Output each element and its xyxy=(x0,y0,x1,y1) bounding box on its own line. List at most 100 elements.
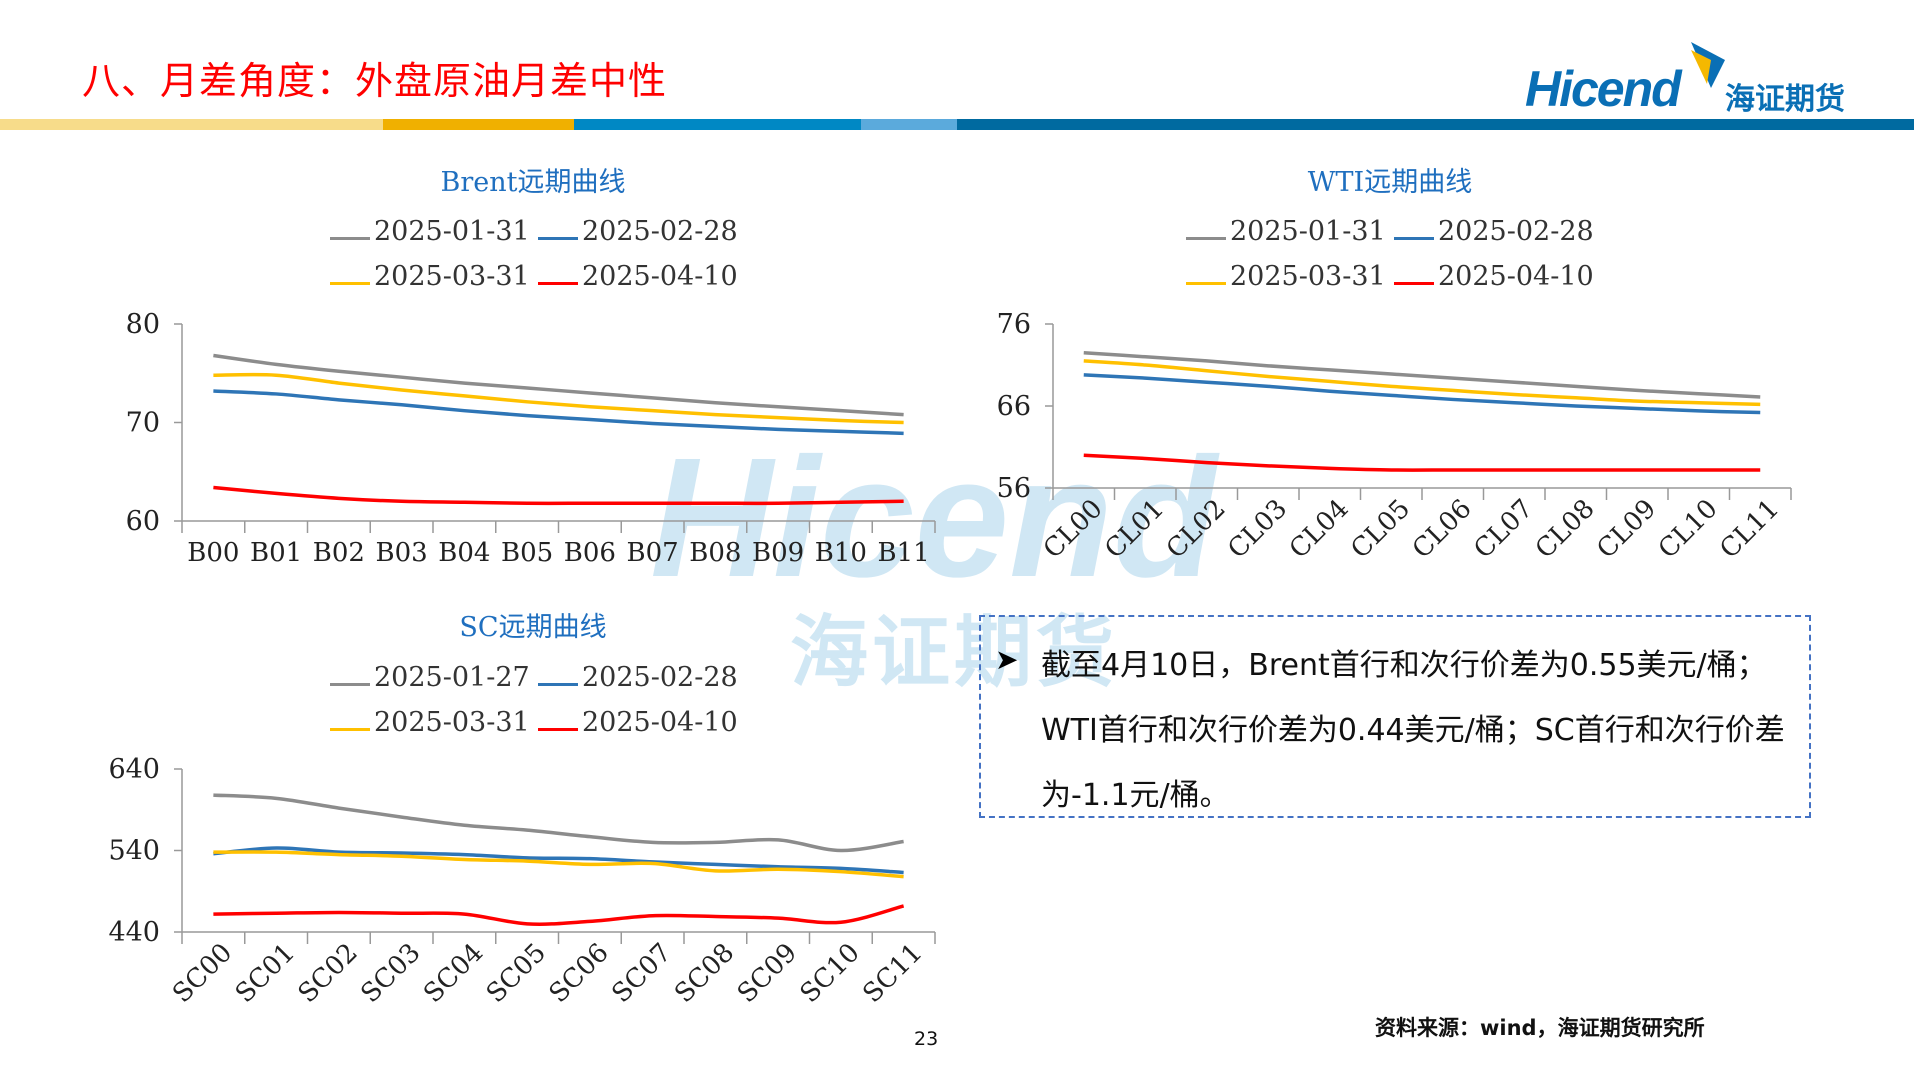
series-line-2025-02-28 xyxy=(213,846,904,875)
series-line-2025-03-31 xyxy=(213,372,904,425)
series-line-2025-02-28 xyxy=(213,389,904,436)
legend-label: 2025-04-10 xyxy=(582,707,738,738)
series-line-2025-02-28 xyxy=(1083,373,1761,415)
legend-item: 2025-04-10 xyxy=(538,261,738,292)
y-tick-label: 56 xyxy=(997,473,1031,504)
x-tick-label: CL10 xyxy=(1653,494,1724,565)
legend-swatch xyxy=(538,683,578,686)
chart-title: WTI远期曲线 xyxy=(1307,167,1473,198)
series-line-2025-04-10 xyxy=(213,904,905,926)
x-tick-label: SC04 xyxy=(418,938,489,1009)
legend-label: 2025-02-28 xyxy=(582,662,738,693)
legend-label: 2025-03-31 xyxy=(1230,261,1386,292)
x-tick-label: SC08 xyxy=(669,938,740,1009)
logo-cn: 海证期货 xyxy=(1725,82,1845,117)
legend-item: 2025-04-10 xyxy=(538,707,738,738)
x-tick-label: CL08 xyxy=(1530,494,1601,565)
legend-item: 2025-02-28 xyxy=(538,662,738,693)
legend-label: 2025-01-27 xyxy=(374,662,530,693)
series-line-2025-01-27 xyxy=(213,793,904,853)
legend-item: 2025-01-27 xyxy=(330,662,530,693)
y-tick-label: 66 xyxy=(997,391,1031,422)
x-tick-label: B07 xyxy=(627,538,679,568)
summary-textbox: ➤ 截至4月10日，Brent首行和次行价差为0.55美元/桶；WTI首行和次行… xyxy=(979,615,1811,818)
legend-swatch xyxy=(538,237,578,240)
legend-label: 2025-02-28 xyxy=(1438,216,1594,247)
x-tick-label: SC05 xyxy=(481,938,552,1009)
legend-label: 2025-01-31 xyxy=(374,216,530,247)
legend-item: 2025-03-31 xyxy=(330,261,530,292)
logo-wing-icon xyxy=(1691,42,1725,88)
x-tick-label: B04 xyxy=(438,538,490,568)
x-tick-label: CL03 xyxy=(1222,494,1293,565)
x-tick-label: B09 xyxy=(752,538,804,568)
legend-label: 2025-03-31 xyxy=(374,261,530,292)
bar-segment xyxy=(957,119,1914,130)
x-tick-label: SC11 xyxy=(857,938,928,1009)
legend-swatch xyxy=(1186,282,1226,285)
legend-item: 2025-04-10 xyxy=(1394,261,1594,292)
source-note: 资料来源：wind，海证期货研究所 xyxy=(1375,1016,1705,1040)
y-tick-label: 540 xyxy=(108,836,160,867)
y-tick-label: 70 xyxy=(126,408,160,439)
x-tick-label: CL02 xyxy=(1161,494,1232,565)
series-line-2025-04-10 xyxy=(213,485,904,506)
series-line-2025-03-31 xyxy=(1083,359,1761,407)
series-line-2025-04-10 xyxy=(1083,453,1761,472)
y-tick-label: 440 xyxy=(108,917,160,948)
x-tick-label: SC02 xyxy=(293,938,364,1009)
x-tick-label: B00 xyxy=(187,538,239,568)
x-tick-label: B06 xyxy=(564,538,616,568)
y-tick-label: 60 xyxy=(126,506,160,537)
bar-segment xyxy=(861,119,957,130)
x-tick-label: SC09 xyxy=(732,938,803,1009)
x-tick-label: CL11 xyxy=(1714,494,1785,565)
bar-segment xyxy=(574,119,861,130)
legend-swatch xyxy=(330,728,370,731)
x-tick-label: B11 xyxy=(878,538,930,568)
x-tick-label: B03 xyxy=(376,538,428,568)
legend-item: 2025-01-31 xyxy=(1186,216,1386,247)
legend-label: 2025-04-10 xyxy=(1438,261,1594,292)
legend-label: 2025-01-31 xyxy=(1230,216,1386,247)
legend-label: 2025-04-10 xyxy=(582,261,738,292)
x-tick-label: B01 xyxy=(250,538,302,568)
x-tick-label: CL04 xyxy=(1284,494,1355,565)
series-line-2025-03-31 xyxy=(213,850,904,879)
legend-swatch xyxy=(330,683,370,686)
logo-text: Hicend xyxy=(1525,61,1682,117)
legend-swatch xyxy=(538,282,578,285)
page-title: 八、月差角度：外盘原油月差中性 xyxy=(82,59,668,103)
x-tick-label: CL00 xyxy=(1038,494,1109,565)
y-tick-label: 640 xyxy=(108,754,160,785)
x-tick-label: B02 xyxy=(313,538,365,568)
legend-label: 2025-02-28 xyxy=(582,216,738,247)
legend-item: 2025-03-31 xyxy=(1186,261,1386,292)
legend-swatch xyxy=(1394,282,1434,285)
x-tick-label: B10 xyxy=(815,538,867,568)
series-line-2025-01-31 xyxy=(1083,350,1761,399)
legend-item: 2025-03-31 xyxy=(330,707,530,738)
legend-item: 2025-02-28 xyxy=(538,216,738,247)
x-tick-label: CL07 xyxy=(1468,494,1539,565)
x-tick-label: CL09 xyxy=(1591,494,1662,565)
page-number: 23 xyxy=(914,1028,939,1050)
summary-text: 截至4月10日，Brent首行和次行价差为0.55美元/桶；WTI首行和次行价差… xyxy=(1041,648,1785,813)
bar-segment xyxy=(383,119,574,130)
legend-swatch xyxy=(538,728,578,731)
x-tick-label: SC01 xyxy=(230,938,301,1009)
x-tick-label: B05 xyxy=(501,538,553,568)
chart-title: Brent远期曲线 xyxy=(440,167,626,198)
legend-item: 2025-01-31 xyxy=(330,216,530,247)
bar-segment xyxy=(0,119,383,130)
x-tick-label: SC00 xyxy=(167,938,238,1009)
x-tick-label: CL06 xyxy=(1407,494,1478,565)
y-tick-label: 80 xyxy=(126,309,160,340)
legend-label: 2025-03-31 xyxy=(374,707,530,738)
chart-title: SC远期曲线 xyxy=(459,612,607,643)
y-tick-label: 76 xyxy=(997,309,1031,340)
legend-swatch xyxy=(330,282,370,285)
